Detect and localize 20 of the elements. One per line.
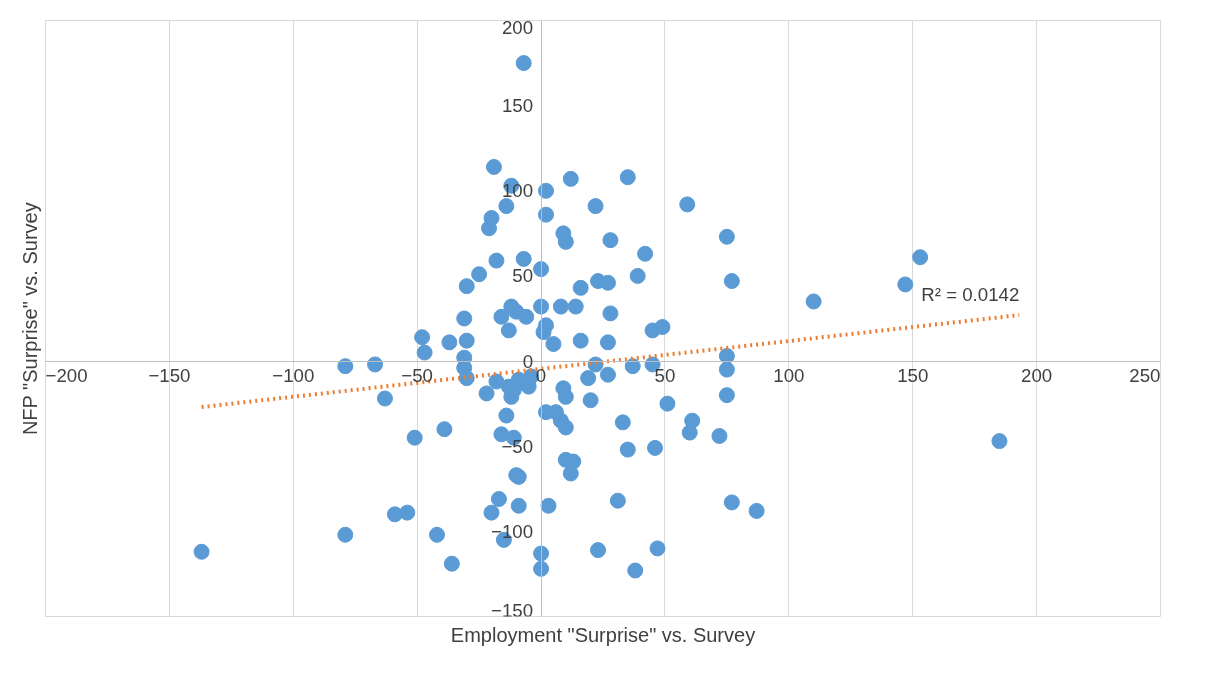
x-tick-label: 100 <box>773 365 805 387</box>
x-axis-title: Employment "Surprise" vs. Survey <box>450 623 756 646</box>
y-tick-label: 0 <box>522 350 534 372</box>
x-tick-label: 150 <box>897 365 929 387</box>
y-tick-label: 50 <box>512 265 534 287</box>
y-tick-label: −100 <box>491 520 534 542</box>
y-tick-label: 150 <box>501 95 534 117</box>
x-tick-label: −50 <box>401 365 433 387</box>
x-tick-label: −200 <box>45 365 88 387</box>
x-tick-label: −150 <box>148 365 191 387</box>
y-tick-label: −50 <box>501 435 534 457</box>
x-tick-label: −100 <box>272 365 315 387</box>
y-axis-title: NFP "Surprise" vs. Survey <box>18 202 41 436</box>
y-tick-label: 100 <box>501 180 534 202</box>
x-tick-label: 50 <box>654 365 676 387</box>
x-tick-label: 200 <box>1021 365 1053 387</box>
x-tick-label: 250 <box>1129 365 1161 387</box>
y-tick-label: 200 <box>501 16 534 38</box>
annotation: R² = 0.0142 <box>921 284 1020 306</box>
y-tick-label: −150 <box>491 599 534 621</box>
